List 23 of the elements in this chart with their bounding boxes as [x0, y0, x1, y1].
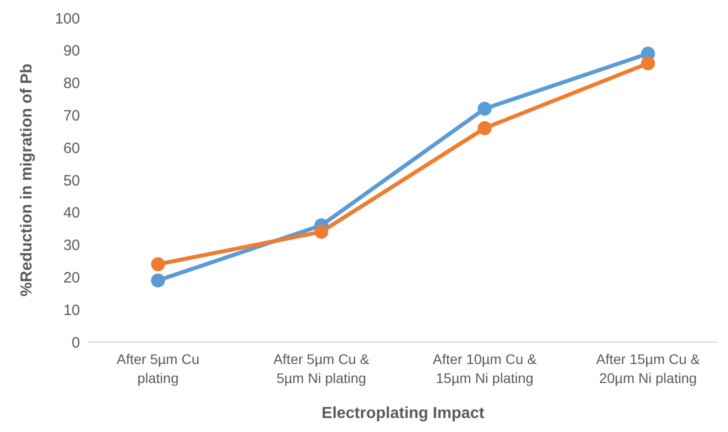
x-tick-label: After 10µm Cu & 15µm Ni plating [432, 351, 538, 386]
y-tick-label: 0 [72, 334, 80, 352]
y-tick-label: 50 [63, 172, 80, 190]
point [478, 102, 492, 116]
y-tick-label: 40 [63, 204, 80, 222]
point [151, 273, 165, 288]
y-tick-label: 70 [63, 108, 80, 125]
y-tick-label: 80 [63, 75, 80, 92]
point [478, 121, 492, 136]
x-tick-label: After 15µm Cu & 20µm Ni plating [596, 351, 701, 386]
x-tick-label: After 5µm Cu plating [116, 351, 200, 386]
point [641, 56, 655, 70]
y-tick-label: 90 [63, 42, 80, 60]
y-tick-label: 30 [63, 237, 80, 254]
x-axis-title: Electroplating Impact [322, 405, 486, 422]
y-tick-label: 100 [54, 10, 80, 28]
point [151, 257, 165, 272]
point [314, 224, 328, 239]
y-axis-title: %Reduction in migration of Pb [18, 63, 36, 296]
y-tick-label: 20 [63, 270, 80, 287]
y-tick-label: 10 [63, 302, 80, 319]
x-tick-label: After 5µm Cu & 5µm Ni plating [273, 351, 370, 386]
y-tick-label: 60 [63, 140, 80, 157]
